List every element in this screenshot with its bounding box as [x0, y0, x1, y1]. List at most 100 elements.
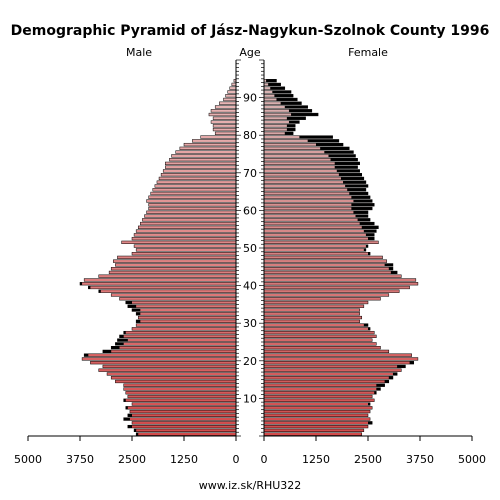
female-surplus-age-63	[351, 195, 371, 199]
female-bar-age-20	[263, 357, 419, 361]
female-bars	[263, 79, 419, 436]
female-surplus-age-19	[409, 361, 414, 365]
male-bar-age-84	[212, 116, 237, 120]
male-surplus-age-22	[102, 350, 112, 353]
male-surplus-age-21	[84, 353, 89, 357]
female-surplus-age-55	[361, 225, 379, 229]
female-label: Female	[348, 46, 388, 59]
male-bar-age-40	[79, 282, 237, 286]
female-surplus-age-45	[384, 263, 393, 267]
female-surplus-age-13	[376, 383, 385, 387]
female-x-tick-label-2500: 2500	[354, 453, 382, 466]
female-x-tick-label-0: 0	[261, 453, 268, 466]
age-tick-label-90: 90	[243, 92, 257, 105]
female-surplus-age-49	[363, 248, 366, 252]
male-bar-age-32	[135, 312, 237, 316]
female-bar-age-42	[263, 274, 402, 278]
male-surplus-age-4	[123, 417, 130, 421]
female-surplus-age-86	[288, 109, 312, 113]
male-bar-age-38	[98, 289, 237, 293]
male-bar-age-9	[123, 398, 237, 402]
male-bar-age-23	[110, 346, 237, 350]
female-bar-age-48	[263, 252, 371, 256]
female-surplus-age-82	[286, 124, 296, 128]
female-surplus-age-80	[284, 131, 294, 135]
male-bar-age-48	[131, 252, 237, 256]
female-surplus-age-14	[384, 380, 389, 383]
male-bar-age-21	[83, 353, 237, 357]
female-surplus-age-83	[288, 120, 300, 124]
male-bar-age-7	[125, 406, 237, 410]
male-bar-age-55	[137, 225, 237, 229]
male-bar-age-54	[135, 229, 237, 233]
male-bar-age-78	[192, 139, 237, 143]
female-surplus-age-11	[374, 391, 377, 395]
female-bar-age-21	[263, 353, 412, 357]
female-bar-age-52	[263, 236, 375, 241]
male-bar-age-2	[127, 424, 237, 429]
male-bar-age-61	[148, 203, 237, 207]
male-surplus-age-35	[125, 301, 132, 304]
male-x-tick-label-2500: 2500	[118, 453, 146, 466]
male-bar-age-57	[142, 218, 237, 222]
female-bar-age-26	[263, 334, 377, 338]
male-bar-age-85	[208, 112, 237, 117]
male-bar-age-22	[102, 349, 237, 354]
female-bar-age-19	[263, 361, 415, 365]
chart-title: Demographic Pyramid of Jász-Nagykun-Szol…	[11, 23, 490, 39]
female-bar-age-40	[263, 282, 419, 286]
age-tick-label-40: 40	[243, 280, 257, 293]
female-bar-age-24	[263, 342, 377, 346]
age-label: Age	[239, 46, 261, 59]
male-bar-age-37	[110, 293, 237, 297]
female-surplus-age-73	[330, 158, 358, 162]
female-surplus-age-68	[340, 177, 364, 180]
female-surplus-age-94	[266, 79, 277, 83]
female-surplus-age-87	[284, 105, 308, 109]
male-bar-age-28	[131, 327, 237, 331]
male-surplus-age-26	[119, 334, 124, 338]
male-bar-age-59	[146, 210, 237, 214]
male-bar-age-64	[150, 191, 237, 196]
female-bar-age-58	[263, 214, 369, 218]
female-surplus-age-69	[338, 173, 362, 177]
female-bar-age-39	[263, 285, 410, 290]
age-tick-label-10: 10	[243, 392, 257, 405]
male-surplus-age-24	[115, 342, 124, 346]
female-bar-age-31	[263, 315, 363, 320]
male-bar-age-26	[119, 334, 237, 338]
male-x-tick-label-3750: 3750	[66, 453, 94, 466]
male-bar-age-80	[214, 131, 237, 135]
male-bar-age-12	[123, 387, 237, 391]
male-bar-age-93	[231, 82, 237, 87]
male-surplus-age-40	[80, 282, 83, 286]
male-surplus-age-38	[98, 289, 101, 293]
female-surplus-age-89	[276, 98, 298, 101]
male-bar-age-90	[225, 94, 237, 98]
male-surplus-age-9	[123, 398, 126, 402]
male-bar-age-41	[83, 278, 237, 282]
female-surplus-age-81	[286, 128, 296, 131]
female-x-tick-label-5000: 5000	[458, 453, 486, 466]
female-bar-age-41	[263, 278, 417, 282]
age-axis: 10 20 30 40 50 60 70 80 90	[236, 59, 264, 437]
female-bar-age-49	[263, 248, 367, 252]
male-surplus-age-30	[136, 319, 141, 323]
male-surplus-age-27	[123, 331, 126, 334]
male-surplus-age-1	[134, 428, 137, 432]
female-bar-age-44	[263, 267, 394, 271]
male-bar-age-36	[119, 297, 237, 301]
male-bar-age-70	[162, 169, 237, 173]
female-surplus-age-88	[280, 101, 302, 105]
female-surplus-age-29	[363, 323, 368, 327]
female-bar-age-3	[263, 421, 373, 425]
female-bar-age-6	[263, 409, 371, 414]
male-bar-age-20	[81, 357, 237, 361]
female-surplus-age-12	[376, 387, 381, 391]
age-tick-label-70: 70	[243, 167, 257, 180]
male-bar-age-81	[212, 127, 237, 132]
male-surplus-age-5	[127, 413, 132, 417]
age-tick-label-30: 30	[243, 317, 257, 330]
female-surplus-age-79	[299, 135, 333, 139]
female-bar-age-13	[263, 383, 385, 387]
